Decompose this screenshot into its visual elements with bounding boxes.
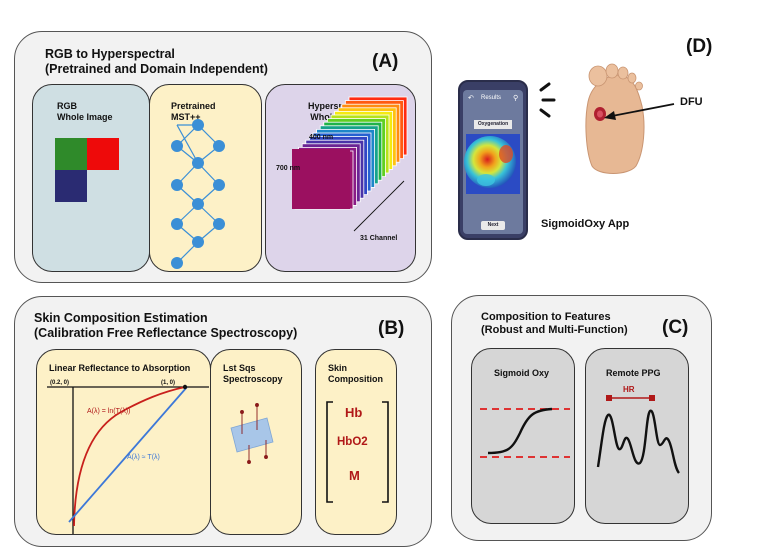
neural-network-diagram: [171, 119, 225, 269]
sigmoid-oxy-card: Sigmoid Oxy: [471, 348, 575, 524]
composition-hb: Hb: [345, 405, 363, 420]
dfu-label: DFU: [680, 96, 703, 108]
panel-a: RGB to Hyperspectral (Pretrained and Dom…: [14, 31, 432, 283]
log-curve: [73, 386, 186, 527]
panel-a-title: RGB to Hyperspectral (Pretrained and Dom…: [45, 47, 268, 76]
phone-next-button[interactable]: Next: [481, 221, 505, 230]
nn-node: [192, 157, 204, 169]
reflectance-plot: [47, 384, 209, 534]
phone-share-icon[interactable]: ⚲: [513, 95, 519, 102]
sigmoid-curve: [487, 407, 553, 455]
foot-illustration: [585, 63, 645, 174]
ppg-waveform-plot: [596, 395, 681, 474]
line-formula: A(λ) ≈ T(λ): [127, 454, 160, 461]
hyperspectral-whole-image-card: Hyperspectral Whole Image 400 nm 700 nm …: [265, 84, 416, 272]
mst-card-title: Pretrained MST++: [171, 101, 216, 122]
rgb-card-title: RGB Whole Image: [57, 101, 113, 122]
composition-brackets: [326, 401, 389, 503]
panel-b-letter: (B): [378, 318, 405, 339]
label-700nm: 700 nm: [276, 165, 301, 172]
dfu-arrow: [604, 103, 675, 120]
least-squares-card: Lst Sqs Spectroscopy: [210, 349, 302, 535]
phone-section-label: Oxygenation: [474, 120, 512, 129]
linear-card-title: Linear Reflectance to Absorption: [49, 363, 191, 373]
composition-hbo2: HbO2: [337, 436, 368, 448]
curve-formula: A(λ) = ln(T(λ)): [87, 408, 131, 415]
nn-node: [192, 198, 204, 210]
phone-header: Results: [481, 95, 502, 101]
panel-c-title: Composition to Features (Robust and Mult…: [481, 311, 628, 336]
rgb-green-block: [55, 138, 87, 170]
label-400nm: 400 nm: [309, 134, 334, 141]
nn-node: [171, 140, 183, 152]
least-squares-diagram: [230, 403, 274, 464]
spectral-front-layer: [292, 149, 350, 209]
skin-composition-card: Skin Composition Hb HbO2 M: [315, 349, 397, 535]
nn-node: [192, 119, 204, 131]
phone-screen: ↶ Results ⚲ Oxygenation Next: [463, 90, 523, 234]
linear-reflectance-card: Linear Reflectance to Absorption (0.2, 0…: [36, 349, 211, 535]
lsq-card-title: Lst Sqs Spectroscopy: [223, 363, 283, 384]
panel-a-letter: (A): [372, 51, 399, 72]
panel-b: Skin Composition Estimation (Calibration…: [14, 296, 432, 547]
rgb-red-block: [87, 138, 119, 170]
nn-node: [171, 218, 183, 230]
oxygenation-heatmap: [464, 134, 520, 194]
rgb-whole-image-card: RGB Whole Image: [32, 84, 150, 272]
sigmoid-card-title: Sigmoid Oxy: [494, 368, 550, 378]
rgb-blue-block: [55, 170, 87, 202]
panel-b-title: Skin Composition Estimation (Calibration…: [34, 311, 298, 340]
hr-label: HR: [623, 385, 635, 394]
label-31-channel: 31 Channel: [360, 235, 398, 242]
ppg-waveform: [596, 409, 681, 474]
composition-m: M: [349, 468, 360, 483]
phone-mockup: ↶ Results ⚲ Oxygenation Next: [458, 80, 528, 240]
remote-ppg-card: Remote PPG HR: [585, 348, 689, 524]
skin-composition-title: Skin Composition: [328, 363, 383, 384]
panel-d-letter: (D): [686, 36, 713, 57]
pretrained-mst-card: Pretrained MST++: [149, 84, 262, 272]
phone-back-icon[interactable]: ↶: [468, 95, 474, 102]
panel-c-letter: (C): [662, 317, 689, 338]
nn-node: [213, 218, 225, 230]
spectral-cube-stack: [292, 96, 408, 232]
nn-node: [213, 179, 225, 191]
point-right-marker: [182, 384, 188, 390]
ppg-card-title: Remote PPG: [606, 368, 661, 378]
nn-node: [213, 140, 225, 152]
point-right-label: (1, 0): [161, 380, 176, 386]
channel-axis-line: [353, 180, 405, 232]
linear-approx-line: [68, 386, 188, 523]
nn-node: [171, 179, 183, 191]
phone-vibration-icon: [539, 82, 556, 118]
app-label: SigmoidOxy App: [541, 218, 630, 230]
panel-c: Composition to Features (Robust and Mult…: [451, 295, 712, 541]
sigmoid-curve-plot: [480, 407, 570, 458]
nn-node: [192, 236, 204, 248]
point-left-label: (0.2, 0): [50, 380, 70, 386]
nn-node: [171, 257, 183, 269]
